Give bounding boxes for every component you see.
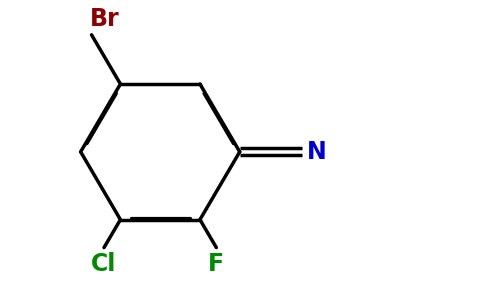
Text: F: F: [208, 251, 225, 275]
Text: Br: Br: [90, 7, 119, 31]
Text: Cl: Cl: [91, 251, 117, 275]
Text: N: N: [307, 140, 327, 164]
